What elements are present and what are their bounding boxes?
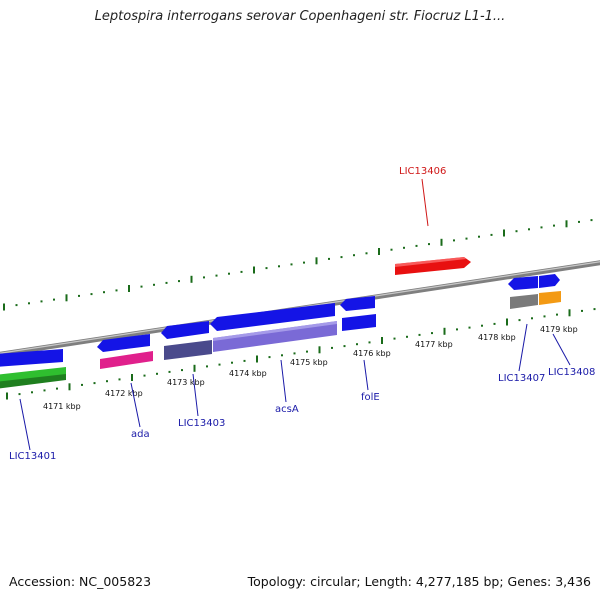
gene-label-lic13403[interactable]: LIC13403 [178, 418, 225, 429]
gene-lic13407-lower[interactable] [510, 294, 538, 309]
kbp-label: 4175 kbp [290, 358, 328, 367]
gene-label-lic13408[interactable]: LIC13408 [548, 367, 595, 378]
gene-lic13408[interactable] [539, 274, 560, 288]
gene-label-acsa[interactable]: acsA [275, 404, 299, 415]
gene-lic13406[interactable] [395, 257, 471, 275]
gene-label-leader [19, 398, 31, 451]
inner-tick-track [6, 308, 596, 400]
gene-lic13407[interactable] [508, 276, 538, 290]
gene-label-group: LIC13401 ada LIC13403 acsA folE LIC13406 LIC13… [9, 166, 595, 462]
kbp-label-group: 4171 kbp 4172 kbp 4173 kbp 4174 kbp 4175 kbp… [43, 325, 578, 411]
kbp-label: 4176 kbp [353, 349, 391, 358]
gene-label-lic13401[interactable]: LIC13401 [9, 451, 56, 462]
gene-label-leader [130, 382, 141, 428]
gene-label-leader [363, 359, 369, 391]
gene-label-leader [421, 178, 429, 227]
gene-folE[interactable] [340, 296, 375, 311]
kbp-label: 4179 kbp [540, 325, 578, 334]
kbp-label: 4178 kbp [478, 333, 516, 342]
gene-acsA[interactable] [210, 303, 337, 352]
outer-tick-track [3, 219, 593, 311]
gene-ada[interactable] [97, 334, 153, 369]
page-title: Leptospira interrogans serovar Copenhage… [94, 9, 506, 24]
gene-label-leader [192, 373, 199, 417]
gene-lic13401[interactable] [0, 349, 66, 389]
kbp-label: 4177 kbp [415, 340, 453, 349]
gene-label-ada[interactable]: ada [131, 429, 150, 440]
gene-folE-lower[interactable] [342, 314, 376, 331]
gene-label-lic13406[interactable]: LIC13406 [399, 166, 446, 177]
gene-label-lic13407[interactable]: LIC13407 [498, 373, 545, 384]
genome-summary: Topology: circular; Length: 4,277,185 bp… [247, 574, 591, 589]
gene-label-leader [518, 323, 528, 372]
gene-lic13403[interactable] [161, 321, 212, 360]
gene-label-fole[interactable]: folE [361, 392, 380, 403]
kbp-label: 4174 kbp [229, 369, 267, 378]
kbp-label: 4172 kbp [105, 389, 143, 398]
gene-label-leader [552, 333, 571, 366]
kbp-label: 4171 kbp [43, 402, 81, 411]
accession-label: Accession: NC_005823 [9, 574, 152, 589]
gene-lic13408-lower[interactable] [539, 291, 561, 305]
kbp-label: 4173 kbp [167, 378, 205, 387]
gene-label-leader [280, 359, 287, 403]
